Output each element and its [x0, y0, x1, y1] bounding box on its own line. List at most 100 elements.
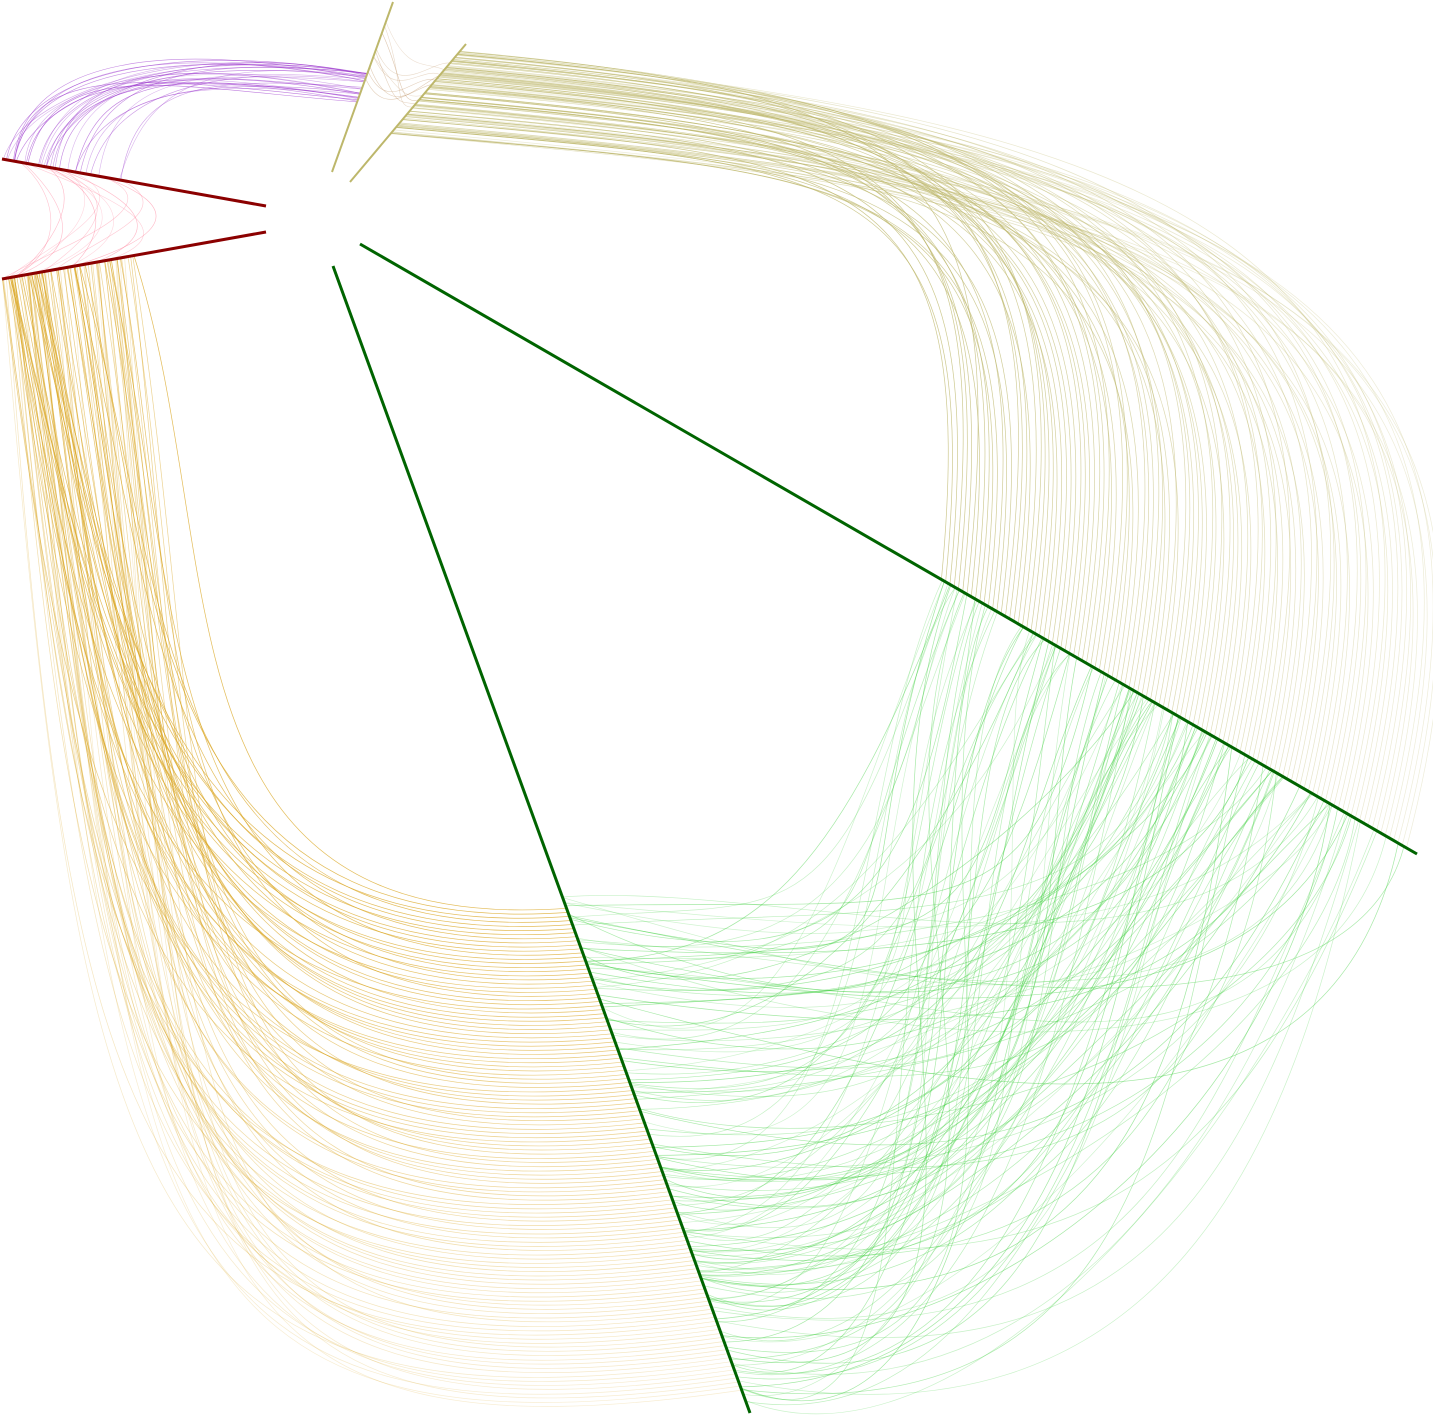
gold-link [75, 266, 609, 1030]
gold-link [105, 261, 592, 980]
olive-link [446, 67, 1190, 710]
olive-link [434, 82, 1347, 796]
green-link [569, 847, 1404, 989]
gold-link [80, 265, 624, 1071]
olive-link [400, 123, 1369, 808]
green-link [731, 593, 965, 1360]
green-link [571, 594, 967, 941]
purple-link [86, 88, 360, 173]
olive-link [421, 98, 1030, 624]
olive-link [414, 106, 1374, 811]
purple-link [53, 84, 358, 168]
green-link [578, 805, 1332, 982]
green-link [735, 689, 1131, 1375]
green-link [701, 626, 1022, 1286]
gold-link [37, 273, 580, 947]
olive-link [442, 73, 1153, 691]
gold-link [10, 278, 581, 952]
olive-link [425, 93, 1117, 670]
green-link [590, 654, 1070, 994]
gold-link [107, 260, 636, 1104]
olive-link [405, 116, 1323, 784]
purple-link [41, 80, 358, 166]
green-link [587, 590, 960, 964]
green-link [570, 583, 948, 917]
pink-link [3, 177, 128, 279]
green-link [630, 599, 975, 1089]
purple-link [38, 67, 367, 165]
darkred-axis-upper [2, 159, 266, 206]
pink-link [31, 164, 102, 273]
tan-link [382, 33, 419, 101]
gold-link [134, 256, 567, 910]
gold-link [93, 263, 680, 1230]
olive-link [421, 97, 1206, 720]
olive-link [407, 115, 1251, 745]
green-link [685, 644, 1053, 1241]
purple-link [59, 79, 360, 169]
pink-link [17, 167, 64, 276]
gold-link [131, 256, 642, 1121]
olive-link [418, 101, 1301, 772]
olive-link [399, 124, 1341, 794]
gold-link [28, 275, 676, 1218]
olive-link [391, 133, 997, 606]
olive-link [404, 118, 1242, 739]
olive-link [398, 125, 1178, 705]
olive-link [454, 58, 1186, 708]
olive-link [403, 119, 1337, 791]
olive-link [432, 85, 1248, 742]
olive-link [448, 66, 1263, 750]
olive-link [439, 76, 1312, 776]
olive-link [391, 133, 993, 604]
gold-link [46, 271, 726, 1360]
olive-link [459, 53, 1128, 676]
green-link [687, 765, 1263, 1256]
olive-link [425, 93, 1071, 646]
gold-link [84, 264, 707, 1305]
olive-link [421, 97, 1111, 668]
pink-link [15, 162, 51, 276]
olive-link [408, 113, 1433, 846]
darkred-axis-lower [2, 232, 266, 279]
pink-link [7, 170, 85, 278]
purple-link [75, 83, 358, 172]
gold-link [71, 267, 734, 1386]
gold-link [37, 273, 574, 931]
green-link [746, 776, 1283, 1404]
purple-link [14, 63, 364, 161]
olive-link [455, 57, 1290, 764]
olive-link [433, 83, 1424, 838]
purple-link [75, 86, 360, 172]
green-link [695, 761, 1255, 1264]
purple-link [15, 83, 358, 162]
olive-link [432, 84, 1410, 831]
links-layer [2, 22, 1433, 1414]
olive-link [418, 101, 1238, 737]
green-axis-lower [333, 266, 750, 1413]
olive-link [398, 125, 1414, 833]
olive-link [407, 114, 1169, 700]
olive-link [445, 69, 1162, 696]
olive-axis-b [350, 44, 466, 182]
purple-link [121, 83, 363, 180]
olive-link [438, 77, 1230, 732]
green-axis-right [360, 244, 1417, 854]
green-link [735, 728, 1198, 1374]
olive-link [440, 75, 1198, 715]
green-link [716, 642, 1049, 1320]
green-link [588, 815, 1350, 1022]
olive-link [405, 117, 1165, 698]
green-link [701, 639, 1045, 1286]
green-link [603, 581, 945, 1028]
tan-link [376, 49, 450, 76]
olive-link [396, 127, 952, 582]
gold-link [105, 261, 630, 1088]
olive-link [392, 132, 1350, 798]
green-link [698, 769, 1270, 1270]
olive-link [414, 106, 1265, 752]
gold-link [12, 277, 602, 1009]
olive-link [406, 115, 1433, 848]
gold-link [96, 262, 742, 1406]
